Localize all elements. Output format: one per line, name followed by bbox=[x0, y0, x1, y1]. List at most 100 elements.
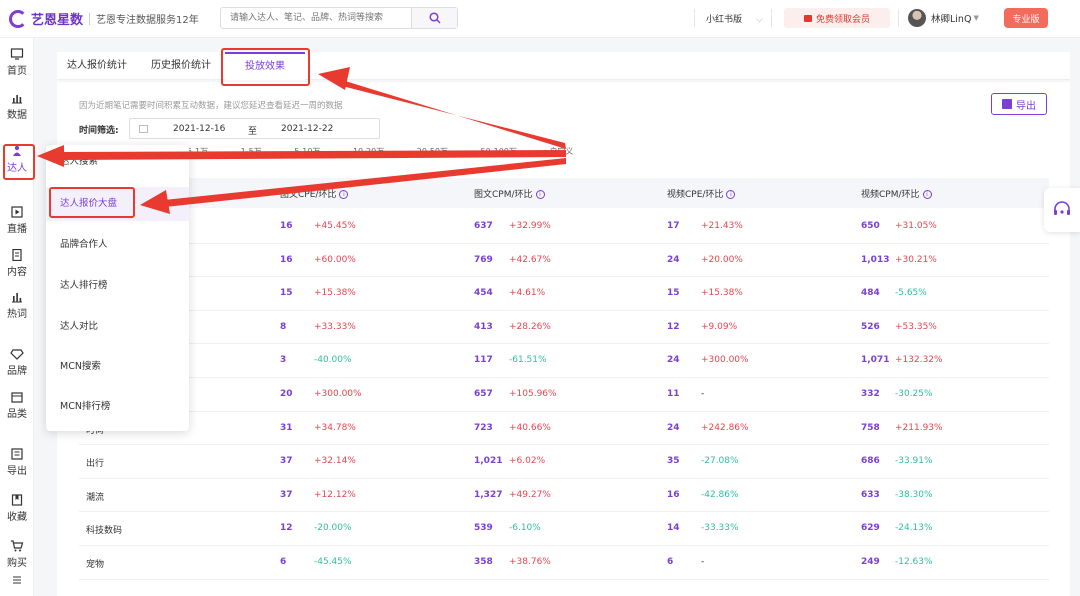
value-cell: 16 bbox=[280, 221, 293, 231]
menu-talent-compare[interactable]: 达人对比 bbox=[60, 321, 99, 332]
change-cell: -12.63% bbox=[895, 557, 933, 567]
change-cell: +60.00% bbox=[314, 254, 356, 265]
change-cell: +42.67% bbox=[509, 254, 551, 265]
sidebar-item-brand[interactable]: 品牌 bbox=[0, 348, 34, 377]
tab-talent-quote-stats[interactable]: 达人报价统计 bbox=[67, 60, 127, 71]
change-cell: - bbox=[701, 557, 705, 567]
export-icon bbox=[11, 448, 23, 460]
change-cell: +34.78% bbox=[314, 422, 356, 433]
customer-service-button[interactable] bbox=[1044, 188, 1080, 232]
menu-talent-search[interactable]: 达人搜索 bbox=[60, 156, 99, 167]
header-graphic-cpm: 图文CPM/环比 i bbox=[474, 187, 545, 200]
delay-note: 因为近期笔记需要时间积累互动数据，建议您延迟查看延迟一周的数据 bbox=[79, 101, 343, 111]
change-cell: +242.86% bbox=[701, 422, 749, 433]
value-cell: 12 bbox=[280, 523, 293, 534]
sidebar-item-live[interactable]: 直播 bbox=[0, 206, 34, 235]
change-cell: -24.13% bbox=[895, 523, 933, 534]
change-cell: +32.14% bbox=[314, 456, 356, 467]
highlight-box-menu bbox=[49, 187, 135, 218]
tab-delivery-effect[interactable]: 投放效果 bbox=[225, 52, 305, 80]
change-cell: -40.00% bbox=[314, 355, 352, 366]
menu-icon bbox=[13, 576, 21, 584]
export-button[interactable]: 导出 bbox=[991, 93, 1047, 115]
search-button[interactable] bbox=[411, 8, 457, 28]
sidebar-item-purchase[interactable]: 购买 bbox=[0, 540, 34, 569]
value-cell: 769 bbox=[474, 254, 493, 265]
sidebar-item-hotwords[interactable]: 热词 bbox=[0, 291, 34, 320]
table-row: 3 -40.00% 117 -61.51% 24 +300.00% 1,071 +132.32… bbox=[79, 344, 1049, 378]
tab-history-quote-stats[interactable]: 历史报价统计 bbox=[151, 60, 211, 71]
change-cell: -61.51% bbox=[509, 355, 547, 366]
search-input[interactable] bbox=[221, 8, 413, 28]
document-icon bbox=[12, 249, 22, 261]
header-graphic-cpe: 图文CPE/环比 i bbox=[280, 187, 349, 200]
logo[interactable]: 艺恩星数 艺恩专注数据服务12年 bbox=[9, 9, 199, 28]
excel-icon bbox=[1002, 99, 1012, 109]
fans-option[interactable]: 5-1万 bbox=[187, 147, 209, 156]
sidebar-item-category[interactable]: 品类 bbox=[0, 391, 34, 420]
info-icon[interactable]: i bbox=[535, 190, 545, 199]
caret-down-icon: ▼ bbox=[973, 14, 979, 22]
menu-brand-partner[interactable]: 品牌合作人 bbox=[60, 239, 108, 250]
value-cell: 332 bbox=[861, 389, 880, 399]
value-cell: 37 bbox=[280, 456, 293, 467]
change-cell: -33.91% bbox=[895, 456, 933, 467]
date-range-picker[interactable]: 2021-12-16 至 2021-12-22 bbox=[129, 118, 380, 139]
value-cell: 539 bbox=[474, 523, 493, 534]
value-cell: 657 bbox=[474, 389, 493, 399]
fans-option[interactable]: 10-20万 bbox=[352, 147, 385, 156]
value-cell: 723 bbox=[474, 422, 493, 433]
free-vip-button[interactable]: 免费领取会员 bbox=[784, 8, 890, 28]
change-cell: +32.99% bbox=[509, 221, 551, 231]
value-cell: 454 bbox=[474, 288, 493, 299]
pro-edition-button[interactable]: 专业版 bbox=[1004, 8, 1048, 28]
fans-option[interactable]: 20-50万 bbox=[416, 147, 448, 156]
info-icon[interactable]: i bbox=[726, 190, 736, 199]
info-icon[interactable]: i bbox=[339, 190, 349, 199]
menu-mcn-ranking[interactable]: MCN排行榜 bbox=[60, 401, 111, 412]
sidebar-item-content[interactable]: 内容 bbox=[0, 249, 34, 278]
change-cell: -38.30% bbox=[895, 489, 933, 500]
sidebar-item-favorites[interactable]: 收藏 bbox=[0, 494, 34, 523]
bookmark-icon bbox=[11, 494, 23, 506]
change-cell: -33.33% bbox=[701, 523, 739, 534]
menu-mcn-search[interactable]: MCN搜索 bbox=[60, 361, 101, 372]
value-cell: 1,071 bbox=[861, 355, 890, 366]
fans-option[interactable]: 50-100万 bbox=[480, 147, 517, 156]
sidebar-item-export[interactable]: 导出 bbox=[0, 448, 34, 477]
value-cell: 35 bbox=[667, 456, 680, 467]
avatar bbox=[908, 9, 926, 27]
value-cell: 629 bbox=[861, 523, 880, 534]
search-icon bbox=[428, 12, 441, 24]
sidebar-more[interactable] bbox=[0, 574, 34, 586]
menu-talent-ranking[interactable]: 达人排行榜 bbox=[60, 280, 108, 291]
user-name: 林卿LinQ bbox=[931, 14, 972, 25]
value-cell: 24 bbox=[667, 422, 680, 433]
change-cell: +31.05% bbox=[895, 221, 937, 231]
value-cell: 413 bbox=[474, 321, 493, 332]
value-cell: 24 bbox=[667, 254, 680, 265]
change-cell: +40.66% bbox=[509, 422, 551, 433]
info-icon[interactable]: i bbox=[922, 190, 932, 199]
bar-chart-icon bbox=[12, 95, 22, 104]
user-menu[interactable]: 林卿LinQ ▼ bbox=[908, 9, 979, 27]
fans-option[interactable]: 5-10万 bbox=[294, 147, 321, 156]
highlight-box-tab bbox=[221, 48, 310, 86]
fans-option-custom[interactable]: 自定义 bbox=[549, 147, 574, 156]
value-cell: 686 bbox=[861, 456, 880, 467]
sidebar-item-data[interactable]: 数据 bbox=[0, 92, 34, 121]
sidebar-item-talent[interactable]: 达人 bbox=[0, 145, 34, 174]
value-cell: 484 bbox=[861, 288, 880, 299]
sidebar-item-home[interactable]: 首页 bbox=[0, 48, 34, 77]
platform-select[interactable]: 小红书版 ⌵ bbox=[706, 12, 763, 25]
logo-icon bbox=[9, 9, 27, 28]
gift-icon bbox=[803, 14, 812, 22]
value-cell: 6 bbox=[667, 557, 674, 567]
sidebar: 首页 数据 达人 直播 内容 热词 品牌 品类 导出 收藏 购买 bbox=[0, 38, 34, 596]
chevron-down-icon: ⌵ bbox=[756, 15, 763, 25]
change-cell: +28.26% bbox=[509, 321, 551, 332]
fans-option[interactable]: 1-5万 bbox=[240, 147, 262, 156]
value-cell: 24 bbox=[667, 355, 680, 366]
value-cell: 1,327 bbox=[474, 489, 503, 500]
change-cell: +45.45% bbox=[314, 221, 356, 231]
